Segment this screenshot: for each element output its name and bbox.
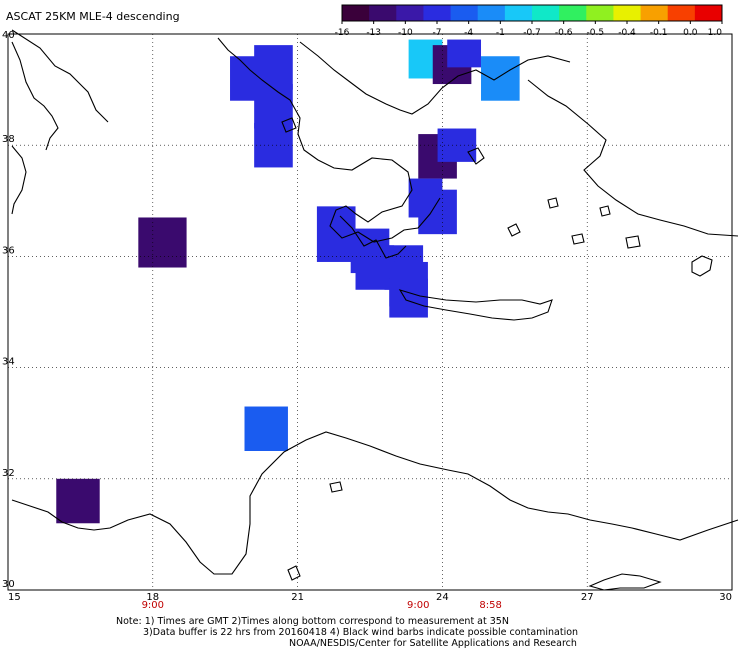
time-label: 8:58 bbox=[479, 600, 501, 611]
lat-tick-label: 38 bbox=[2, 134, 15, 145]
colorbar: -16 -13 -10 -7 -4 -1 -0.7 -0.6 -0.5 -0.4 -0.1 0.0 1.… bbox=[335, 4, 723, 38]
colorbar-label: -16 bbox=[335, 28, 350, 38]
data-cell bbox=[254, 45, 293, 90]
lat-tick-label: 40 bbox=[2, 30, 15, 41]
colorbar-label: -0.7 bbox=[523, 28, 541, 38]
colorbar-swatch bbox=[640, 5, 669, 21]
map-frame bbox=[7, 33, 733, 591]
map-title: ASCAT 25KM MLE-4 descending bbox=[6, 10, 180, 23]
note-line-3: NOAA/NESDIS/Center for Satellite Applica… bbox=[289, 638, 577, 649]
colorbar-label: -7 bbox=[433, 28, 442, 38]
data-cell bbox=[244, 406, 288, 451]
data-cell bbox=[481, 56, 520, 101]
coastline bbox=[11, 29, 739, 591]
lon-tick-label: 15 bbox=[8, 592, 21, 603]
colorbar-swatch bbox=[477, 5, 506, 21]
colorbar-label: -1 bbox=[496, 28, 505, 38]
colorbar-swatch bbox=[342, 5, 370, 21]
colorbar-swatch bbox=[504, 5, 533, 21]
data-cell bbox=[138, 217, 187, 268]
colorbar-swatch bbox=[586, 5, 614, 21]
lon-tick-label: 18 bbox=[146, 592, 159, 603]
lat-tick-label: 34 bbox=[2, 357, 15, 368]
lat-tick-label: 32 bbox=[2, 468, 15, 479]
time-label: 9:00 bbox=[407, 600, 429, 611]
colorbar-swatch bbox=[559, 5, 587, 21]
lon-tick-label: 30 bbox=[719, 592, 732, 603]
colorbar-label: -4 bbox=[464, 28, 473, 38]
data-cell bbox=[254, 122, 293, 168]
data-cell bbox=[316, 206, 356, 262]
colorbar-label: -13 bbox=[366, 28, 381, 38]
colorbar-label: -0.6 bbox=[555, 28, 573, 38]
data-cell bbox=[447, 39, 482, 68]
data-cells bbox=[56, 39, 520, 524]
graticule bbox=[8, 34, 732, 590]
colorbar-swatch bbox=[369, 5, 397, 21]
lon-tick-label: 21 bbox=[291, 592, 304, 603]
colorbar-label: 1.0 bbox=[708, 28, 723, 38]
data-cell bbox=[254, 84, 293, 129]
lat-tick-label: 36 bbox=[2, 245, 15, 256]
colorbar-label: -0.1 bbox=[650, 28, 668, 38]
time-label: 9:00 bbox=[142, 600, 164, 611]
data-cell bbox=[355, 245, 395, 290]
data-cell bbox=[56, 478, 100, 524]
colorbar-label: -10 bbox=[398, 28, 413, 38]
colorbar-swatch bbox=[667, 5, 696, 21]
lon-tick-label: 24 bbox=[436, 592, 449, 603]
lon-tick-label: 27 bbox=[581, 592, 594, 603]
data-cell bbox=[408, 178, 443, 218]
note-line-1: Note: 1) Times are GMT 2)Times along bot… bbox=[116, 616, 509, 627]
note-line-2: 3)Data buffer is 22 hrs from 20160418 4)… bbox=[143, 627, 579, 638]
colorbar-swatch bbox=[423, 5, 452, 21]
colorbar-swatch bbox=[694, 5, 723, 21]
data-cell bbox=[389, 278, 428, 318]
colorbar-swatch bbox=[450, 5, 479, 21]
colorbar-swatch bbox=[613, 5, 642, 21]
colorbar-swatch bbox=[532, 5, 560, 21]
colorbar-swatch bbox=[396, 5, 424, 21]
colorbar-label: -0.5 bbox=[587, 28, 605, 38]
axis-labels: 15 18 21 24 27 30 40 38 36 34 32 30 bbox=[2, 30, 732, 603]
lat-tick-label: 30 bbox=[2, 579, 15, 590]
colorbar-label: 0.0 bbox=[683, 28, 698, 38]
time-labels: 9:00 9:00 8:58 bbox=[142, 600, 502, 611]
colorbar-label: -0.4 bbox=[618, 28, 636, 38]
